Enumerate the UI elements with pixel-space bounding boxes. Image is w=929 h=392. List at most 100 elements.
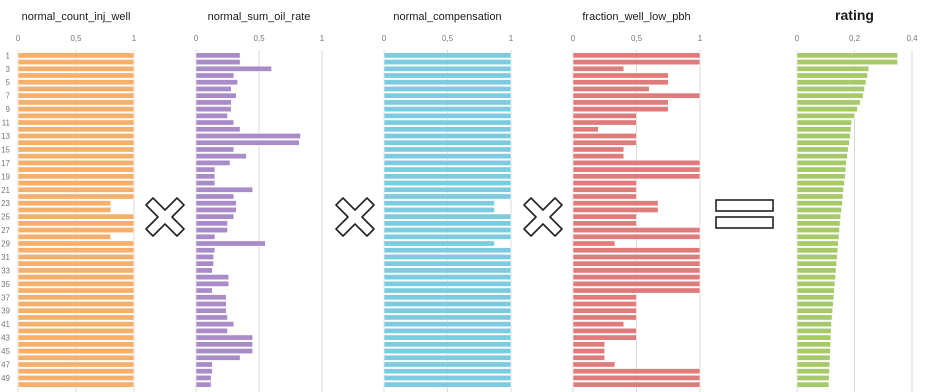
bar [383, 200, 495, 207]
bar [17, 99, 135, 106]
bar [383, 294, 512, 301]
bar [796, 153, 848, 160]
bar [195, 193, 235, 200]
bar [195, 133, 301, 139]
bar [17, 254, 135, 260]
bar [17, 166, 135, 173]
chart-title: normal_count_inj_well [22, 11, 131, 23]
bar [572, 180, 637, 186]
bar [195, 294, 227, 301]
bar [195, 119, 235, 126]
bar [383, 106, 512, 113]
bar [17, 112, 135, 119]
tick-label: 1 [698, 34, 703, 43]
bar [572, 112, 637, 119]
bar [17, 119, 135, 126]
bar [17, 301, 135, 307]
bar [17, 213, 135, 220]
bar [796, 294, 835, 301]
bar [572, 72, 669, 79]
bar [195, 126, 241, 133]
bar [383, 280, 512, 287]
bar [383, 193, 512, 200]
bar [572, 146, 625, 153]
row-label: 37 [1, 293, 10, 302]
bar [383, 374, 512, 381]
bar [383, 72, 512, 79]
bar [383, 240, 495, 247]
chart-title: fraction_well_low_pbh [582, 11, 690, 23]
bar [383, 146, 512, 153]
bar [17, 227, 135, 234]
bar [195, 254, 214, 260]
bar [17, 193, 135, 200]
bar [796, 280, 836, 287]
bar [383, 99, 512, 106]
bar [572, 119, 637, 126]
bar [17, 153, 135, 160]
bar [383, 233, 512, 240]
bar [796, 287, 835, 294]
bar [796, 321, 832, 328]
chart-panel: normal_sum_oil_rate 0 0,5 1 [194, 11, 325, 392]
bar [572, 173, 701, 180]
bar [17, 126, 135, 133]
bar [796, 240, 839, 247]
bar [383, 86, 512, 92]
bar [572, 301, 637, 307]
bar [383, 59, 512, 66]
bar [383, 180, 512, 186]
bar [195, 106, 232, 113]
bar [796, 166, 847, 173]
bar [572, 260, 701, 267]
bar [17, 173, 135, 180]
bar [572, 159, 701, 166]
bar [796, 99, 861, 106]
tick-label: 1 [132, 34, 137, 43]
bar [195, 200, 237, 207]
bar [572, 92, 701, 99]
bar [383, 206, 495, 213]
bar [17, 233, 112, 240]
bar [572, 186, 637, 193]
tick-label: 0,5 [442, 34, 454, 43]
tick-label: 0,5 [253, 34, 265, 43]
bar [572, 334, 637, 341]
bar [17, 307, 135, 314]
multiply-icon [335, 197, 375, 237]
bar [572, 213, 637, 220]
equals-icon [715, 199, 774, 229]
bar [796, 227, 840, 234]
bar [383, 368, 512, 375]
bar [195, 153, 247, 160]
bar [572, 86, 650, 92]
bar [195, 227, 228, 234]
row-label: 19 [1, 172, 10, 181]
bar [383, 341, 512, 348]
bar [195, 381, 212, 388]
bar [796, 180, 845, 186]
bar [572, 280, 701, 287]
bar [195, 166, 216, 173]
bar [796, 72, 868, 79]
bar [383, 361, 512, 368]
multiply-icon [145, 197, 185, 237]
tick-label: 0 [16, 34, 21, 43]
row-label: 27 [1, 226, 10, 235]
bar [383, 354, 512, 361]
tick-label: 0 [571, 34, 576, 43]
bar [383, 133, 512, 139]
tick-label: 1 [509, 34, 514, 43]
row-label: 21 [1, 186, 10, 195]
bar [383, 159, 512, 166]
row-label: 15 [1, 145, 10, 154]
bar [195, 374, 212, 381]
bar [17, 321, 135, 328]
bar [195, 220, 228, 227]
bar [572, 133, 637, 139]
bar [17, 72, 135, 79]
bar [17, 327, 135, 334]
row-label: 25 [1, 213, 10, 222]
bar [195, 368, 213, 375]
bar [195, 361, 213, 368]
